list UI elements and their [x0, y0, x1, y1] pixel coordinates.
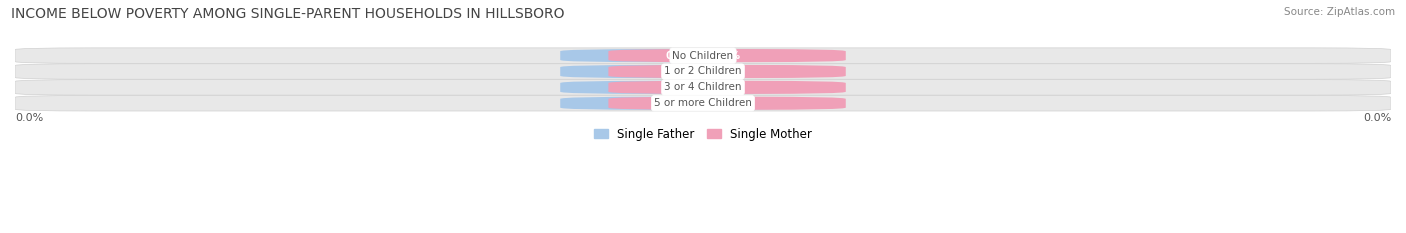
FancyBboxPatch shape [560, 97, 797, 110]
Text: 0.0%: 0.0% [1362, 113, 1391, 123]
Text: 0.0%: 0.0% [714, 98, 741, 108]
Text: 0.0%: 0.0% [714, 51, 741, 61]
Legend: Single Father, Single Mother: Single Father, Single Mother [589, 123, 817, 145]
FancyBboxPatch shape [560, 65, 797, 78]
Text: 1 or 2 Children: 1 or 2 Children [664, 66, 742, 76]
FancyBboxPatch shape [609, 49, 846, 62]
FancyBboxPatch shape [560, 49, 797, 62]
Text: 0.0%: 0.0% [665, 51, 692, 61]
FancyBboxPatch shape [15, 80, 1391, 95]
Text: 5 or more Children: 5 or more Children [654, 98, 752, 108]
Text: 0.0%: 0.0% [714, 66, 741, 76]
FancyBboxPatch shape [15, 48, 1391, 63]
Text: 0.0%: 0.0% [665, 98, 692, 108]
Text: 0.0%: 0.0% [665, 82, 692, 92]
FancyBboxPatch shape [609, 65, 846, 78]
Text: INCOME BELOW POVERTY AMONG SINGLE-PARENT HOUSEHOLDS IN HILLSBORO: INCOME BELOW POVERTY AMONG SINGLE-PARENT… [11, 7, 565, 21]
Text: No Children: No Children [672, 51, 734, 61]
Text: 0.0%: 0.0% [714, 82, 741, 92]
FancyBboxPatch shape [15, 96, 1391, 111]
Text: Source: ZipAtlas.com: Source: ZipAtlas.com [1284, 7, 1395, 17]
FancyBboxPatch shape [609, 97, 846, 110]
Text: 3 or 4 Children: 3 or 4 Children [664, 82, 742, 92]
FancyBboxPatch shape [609, 81, 846, 94]
Text: 0.0%: 0.0% [665, 66, 692, 76]
Text: 0.0%: 0.0% [15, 113, 44, 123]
FancyBboxPatch shape [15, 64, 1391, 79]
FancyBboxPatch shape [560, 81, 797, 94]
